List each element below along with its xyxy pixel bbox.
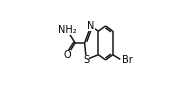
Text: Br: Br bbox=[122, 55, 132, 65]
Text: S: S bbox=[83, 55, 89, 65]
Text: N: N bbox=[87, 21, 95, 31]
Text: NH₂: NH₂ bbox=[58, 26, 77, 36]
Text: O: O bbox=[64, 50, 71, 60]
